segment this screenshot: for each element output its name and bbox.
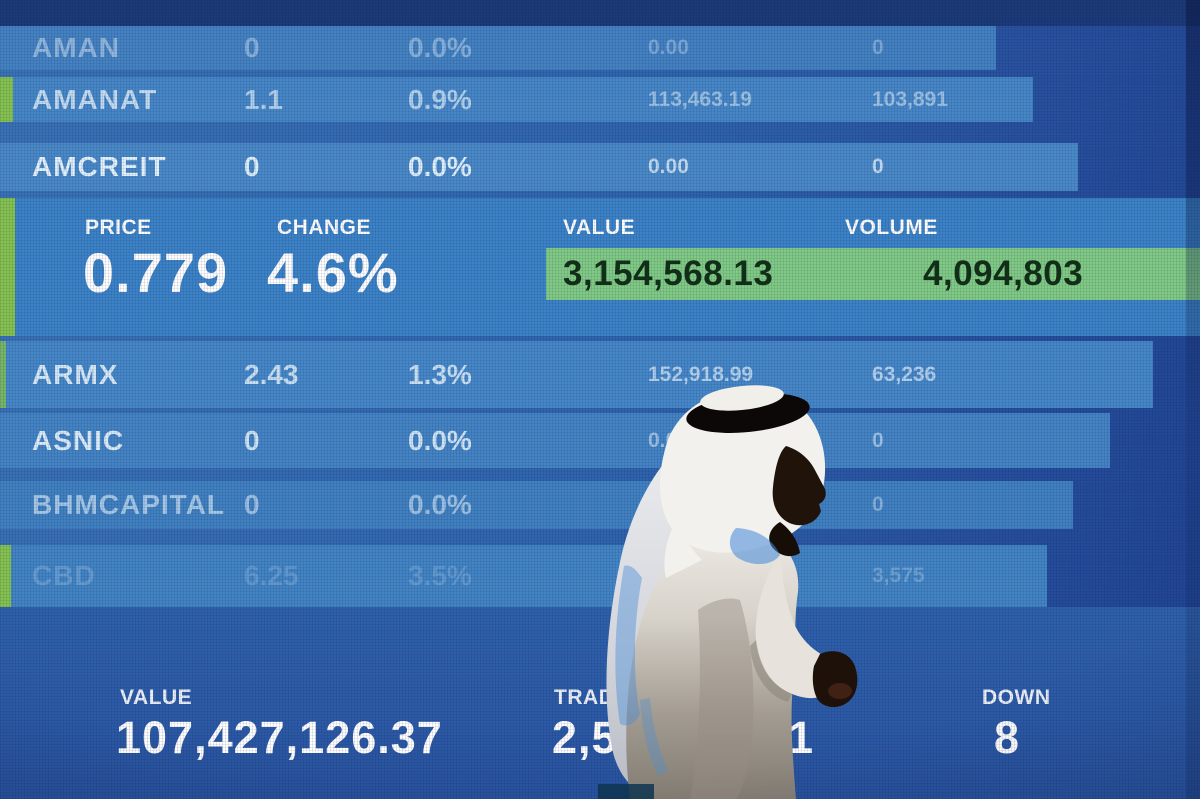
ticker-volume: 0	[872, 428, 884, 452]
volume-label: VOLUME	[845, 216, 938, 239]
ticker-price: 0	[244, 489, 260, 520]
footer-down-amount: 8	[994, 712, 1021, 763]
change-value: 4.6%	[267, 241, 399, 304]
board-top-strip	[0, 0, 1200, 26]
ticker-row-bhmcapital: BHMCAPITAL 0 0.0% 0	[0, 481, 1073, 529]
ticker-volume: 0	[872, 36, 884, 59]
panel-up-marker	[0, 198, 15, 336]
row-up-marker	[0, 545, 11, 607]
ticker-volume: 0	[872, 493, 884, 516]
ticker-price: 6.25	[244, 560, 299, 591]
ticker-value: 0.00	[648, 155, 689, 178]
value-amount: 3,154,568.13	[563, 254, 774, 293]
ticker-value: 0.00	[648, 36, 689, 59]
ticker-symbol: AMANAT	[32, 83, 158, 115]
ticker-row-asnic: ASNIC 0 0.0% 0.00 0	[0, 413, 1110, 468]
ticker-price: 0	[244, 151, 260, 182]
ticker-symbol: AMAN	[32, 32, 120, 63]
ticker-value: 152,918.99	[648, 362, 754, 386]
ticker-row-aman: AMAN 0 0.0% 0.00 0	[0, 26, 996, 70]
ticker-volume: 103,891	[872, 87, 948, 111]
ticker-change: 0.0%	[408, 32, 472, 63]
ticker-change: 0.0%	[408, 424, 472, 456]
ticker-symbol: AMCREIT	[32, 151, 167, 182]
green-highlight-band	[546, 248, 1200, 300]
ticker-volume: 0	[872, 155, 884, 178]
ticker-row-cbd: CBD 6.25 3.5% 3,575	[0, 545, 1047, 607]
volume-amount: 4,094,803	[923, 254, 1084, 293]
change-label: CHANGE	[277, 216, 372, 239]
price-label: PRICE	[85, 216, 152, 239]
footer-trades-amount: 2,5	[552, 712, 618, 763]
ticker-row-amcreit: AMCREIT 0 0.0% 0.00 0	[0, 143, 1078, 191]
ticker-price: 2.43	[244, 358, 299, 390]
ticker-price: 1.1	[244, 83, 283, 115]
ticker-symbol: BHMCAPITAL	[32, 489, 226, 520]
row-up-marker	[0, 77, 13, 122]
footer-value-amount: 107,427,126.37	[116, 712, 443, 763]
value-label: VALUE	[563, 216, 636, 239]
ticker-row-amanat: AMANAT 1.1 0.9% 113,463.19 103,891	[0, 77, 1033, 122]
ticker-price: 0	[244, 32, 260, 63]
board-footer-band	[0, 607, 1200, 799]
ticker-change: 0.0%	[408, 489, 472, 520]
row-up-marker	[0, 341, 6, 408]
footer-value-label: VALUE	[120, 686, 193, 709]
ticker-volume: 63,236	[872, 362, 937, 386]
screen-right-edge-shadow	[1186, 0, 1200, 799]
ticker-symbol: CBD	[32, 560, 96, 591]
ticker-symbol: ARMX	[32, 358, 119, 390]
ticker-change: 0.0%	[408, 151, 472, 182]
ticker-change: 1.3%	[408, 358, 472, 390]
ticker-change: 3.5%	[408, 560, 472, 591]
ticker-price: 0	[244, 424, 260, 456]
ticker-change: 0.9%	[408, 83, 472, 115]
ticker-row-armx: ARMX 2.43 1.3% 152,918.99 63,236	[0, 341, 1153, 408]
selected-stock-detail-panel: PRICE 0.779 CHANGE 4.6% VALUE 3,154,568.…	[0, 198, 1200, 336]
ticker-symbol: ASNIC	[32, 424, 125, 456]
footer-down-label: DOWN	[982, 686, 1051, 709]
price-value: 0.779	[83, 241, 229, 304]
ticker-volume: 3,575	[872, 564, 925, 587]
ticker-value: 113,463.19	[648, 87, 752, 111]
